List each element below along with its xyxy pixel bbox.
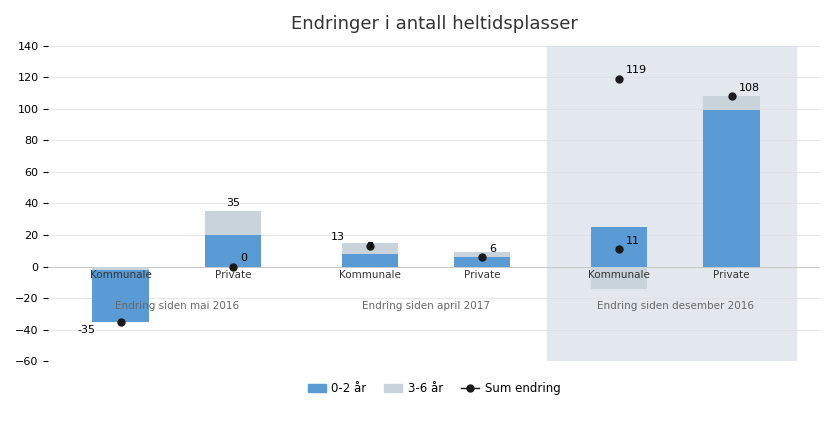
Text: 11: 11 — [626, 236, 640, 246]
Text: Endring siden april 2017: Endring siden april 2017 — [362, 301, 490, 311]
Text: Private: Private — [713, 270, 750, 280]
Text: -35: -35 — [78, 325, 95, 335]
Text: 119: 119 — [626, 65, 647, 75]
Text: 7: 7 — [367, 242, 373, 252]
Text: 13: 13 — [331, 232, 345, 243]
Text: Endring siden mai 2016: Endring siden mai 2016 — [114, 301, 239, 311]
Text: 108: 108 — [738, 83, 760, 93]
Bar — [342, 254, 398, 267]
Text: Private: Private — [464, 270, 501, 280]
Bar — [205, 211, 261, 235]
Bar — [591, 267, 647, 289]
Bar — [93, 267, 149, 322]
Text: Kommunale: Kommunale — [339, 270, 401, 280]
Text: Endring siden desember 2016: Endring siden desember 2016 — [597, 301, 754, 311]
Legend: 0-2 år, 3-6 år, Sum endring: 0-2 år, 3-6 år, Sum endring — [303, 377, 565, 400]
Bar — [547, 46, 796, 361]
Bar — [703, 96, 760, 110]
Bar — [205, 235, 261, 267]
Bar — [342, 243, 398, 254]
Text: 35: 35 — [226, 198, 240, 208]
Bar — [591, 227, 647, 267]
Bar — [454, 257, 510, 267]
Text: 6: 6 — [489, 243, 496, 254]
Bar — [93, 267, 149, 270]
Text: 0: 0 — [240, 253, 247, 263]
Title: Endringer i antall heltidsplasser: Endringer i antall heltidsplasser — [291, 15, 578, 33]
Text: Kommunale: Kommunale — [89, 270, 151, 280]
Text: Kommunale: Kommunale — [588, 270, 650, 280]
Bar — [703, 110, 760, 267]
Bar — [454, 252, 510, 257]
Text: Private: Private — [215, 270, 251, 280]
